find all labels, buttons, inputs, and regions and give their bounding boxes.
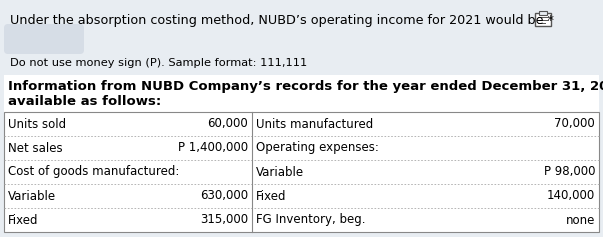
Text: available as follows:: available as follows: [8, 95, 161, 108]
FancyBboxPatch shape [4, 24, 84, 54]
Text: Fixed: Fixed [256, 190, 286, 202]
Text: 630,000: 630,000 [200, 190, 248, 202]
Text: Under the absorption costing method, NUBD’s operating income for 2021 would be *: Under the absorption costing method, NUB… [10, 14, 554, 27]
Text: 140,000: 140,000 [547, 190, 595, 202]
Text: Variable: Variable [256, 165, 304, 178]
Bar [4, 75, 599, 233]
FancyBboxPatch shape [539, 11, 547, 15]
Text: Fixed: Fixed [8, 214, 39, 227]
Text: Cost of goods manufactured:: Cost of goods manufactured: [8, 165, 179, 178]
Text: Units manufactured: Units manufactured [256, 118, 373, 131]
Text: Do not use money sign (P). Sample format: 111,111: Do not use money sign (P). Sample format… [10, 58, 308, 68]
Text: Net sales: Net sales [8, 141, 63, 155]
Text: Variable: Variable [8, 190, 56, 202]
Text: 70,000: 70,000 [554, 118, 595, 131]
Text: P 1,400,000: P 1,400,000 [178, 141, 248, 155]
Text: 60,000: 60,000 [207, 118, 248, 131]
Text: Information from NUBD Company’s records for the year ended December 31, 2021 is: Information from NUBD Company’s records … [8, 80, 603, 93]
Text: Operating expenses:: Operating expenses: [256, 141, 379, 155]
Text: FG Inventory, beg.: FG Inventory, beg. [256, 214, 365, 227]
Text: 315,000: 315,000 [200, 214, 248, 227]
FancyBboxPatch shape [535, 13, 551, 26]
Text: none: none [566, 214, 595, 227]
Text: P 98,000: P 98,000 [543, 165, 595, 178]
Text: Units sold: Units sold [8, 118, 66, 131]
Bar [4, 112, 599, 232]
